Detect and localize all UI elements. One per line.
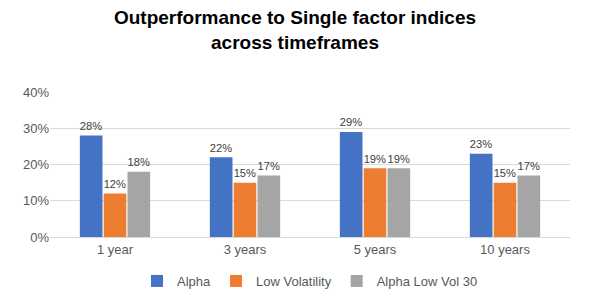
svg-text:20%: 20% — [23, 157, 49, 172]
svg-text:15%: 15% — [234, 167, 256, 179]
svg-text:0%: 0% — [30, 230, 49, 245]
svg-text:5 years: 5 years — [354, 242, 397, 257]
svg-text:Outperformance to Single facto: Outperformance to Single factor indicesa… — [114, 7, 476, 53]
svg-text:10 years: 10 years — [480, 242, 530, 257]
svg-text:29%: 29% — [340, 116, 362, 128]
svg-text:40%: 40% — [23, 85, 49, 100]
svg-text:17%: 17% — [518, 160, 540, 172]
svg-text:3 years: 3 years — [224, 242, 267, 257]
svg-text:12%: 12% — [104, 178, 126, 190]
svg-text:18%: 18% — [128, 156, 150, 168]
svg-text:15%: 15% — [494, 167, 516, 179]
svg-text:Alpha Low Vol 30: Alpha Low Vol 30 — [377, 274, 477, 289]
svg-text:28%: 28% — [80, 120, 102, 132]
svg-text:22%: 22% — [210, 142, 232, 154]
svg-text:30%: 30% — [23, 121, 49, 136]
svg-text:1 year: 1 year — [97, 242, 134, 257]
svg-text:23%: 23% — [470, 138, 492, 150]
svg-text:19%: 19% — [364, 153, 386, 165]
svg-text:10%: 10% — [23, 193, 49, 208]
svg-text:17%: 17% — [258, 160, 280, 172]
svg-text:19%: 19% — [388, 153, 410, 165]
svg-text:Low Volatility: Low Volatility — [256, 274, 332, 289]
svg-text:Alpha: Alpha — [177, 274, 211, 289]
